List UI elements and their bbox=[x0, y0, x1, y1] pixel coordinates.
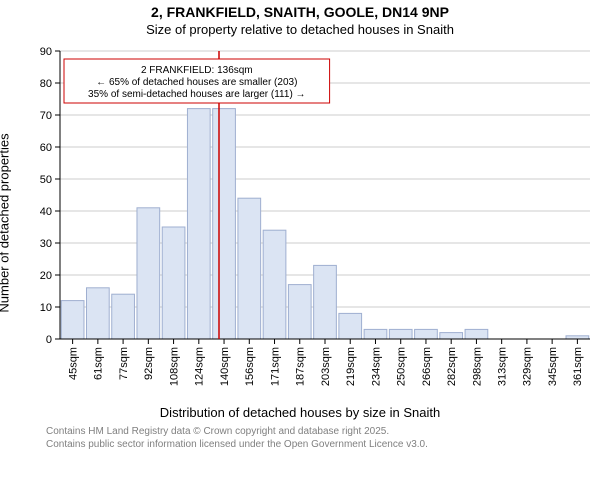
svg-text:92sqm: 92sqm bbox=[143, 347, 155, 380]
svg-text:329sqm: 329sqm bbox=[522, 347, 534, 386]
svg-text:50: 50 bbox=[40, 174, 52, 186]
svg-text:203sqm: 203sqm bbox=[320, 347, 332, 386]
svg-text:187sqm: 187sqm bbox=[295, 347, 307, 386]
svg-text:77sqm: 77sqm bbox=[118, 347, 130, 380]
chart-container: Number of detached properties 0 10 20 30 40 5… bbox=[0, 43, 600, 403]
svg-text:282sqm: 282sqm bbox=[446, 347, 458, 386]
footer-line1: Contains HM Land Registry data © Crown c… bbox=[46, 426, 600, 439]
svg-text:80: 80 bbox=[40, 78, 52, 90]
footer-attribution: Contains HM Land Registry data © Crown c… bbox=[46, 426, 600, 451]
svg-text:171sqm: 171sqm bbox=[269, 347, 281, 386]
svg-text:156sqm: 156sqm bbox=[244, 347, 256, 386]
footer-line2: Contains public sector information licen… bbox=[46, 439, 600, 452]
svg-text:266sqm: 266sqm bbox=[421, 347, 433, 386]
svg-text:90: 90 bbox=[40, 46, 52, 58]
svg-text:30: 30 bbox=[40, 238, 52, 250]
svg-text:40: 40 bbox=[40, 206, 52, 218]
svg-text:0: 0 bbox=[46, 334, 52, 346]
svg-text:250sqm: 250sqm bbox=[396, 347, 408, 386]
svg-text:219sqm: 219sqm bbox=[345, 347, 357, 386]
svg-text:← 65% of detached houses are s: ← 65% of detached houses are smaller (20… bbox=[96, 77, 297, 88]
svg-text:61sqm: 61sqm bbox=[93, 347, 105, 380]
svg-text:124sqm: 124sqm bbox=[194, 347, 206, 386]
svg-text:140sqm: 140sqm bbox=[219, 347, 231, 386]
svg-text:361sqm: 361sqm bbox=[572, 347, 584, 386]
svg-text:70: 70 bbox=[40, 110, 52, 122]
svg-text:35% of semi-detached houses ar: 35% of semi-detached houses are larger (… bbox=[88, 89, 306, 100]
histogram-chart: 0 10 20 30 40 50 60 70 80 90 45sqm 61sqm 77sqm 92sqm 1… bbox=[0, 43, 600, 403]
svg-text:60: 60 bbox=[40, 142, 52, 154]
svg-text:45sqm: 45sqm bbox=[67, 347, 79, 380]
x-axis-label: Distribution of detached houses by size … bbox=[0, 405, 600, 420]
svg-text:108sqm: 108sqm bbox=[168, 347, 180, 386]
chart-title-line2: Size of property relative to detached ho… bbox=[0, 22, 600, 37]
svg-text:20: 20 bbox=[40, 270, 52, 282]
svg-text:234sqm: 234sqm bbox=[370, 347, 382, 386]
svg-text:298sqm: 298sqm bbox=[471, 347, 483, 386]
chart-title-line1: 2, FRANKFIELD, SNAITH, GOOLE, DN14 9NP bbox=[0, 4, 600, 20]
svg-text:345sqm: 345sqm bbox=[547, 347, 559, 386]
svg-text:10: 10 bbox=[40, 302, 52, 314]
y-axis-label: Number of detached properties bbox=[0, 133, 12, 312]
svg-text:313sqm: 313sqm bbox=[497, 347, 509, 386]
svg-text:2 FRANKFIELD: 136sqm: 2 FRANKFIELD: 136sqm bbox=[141, 65, 253, 76]
